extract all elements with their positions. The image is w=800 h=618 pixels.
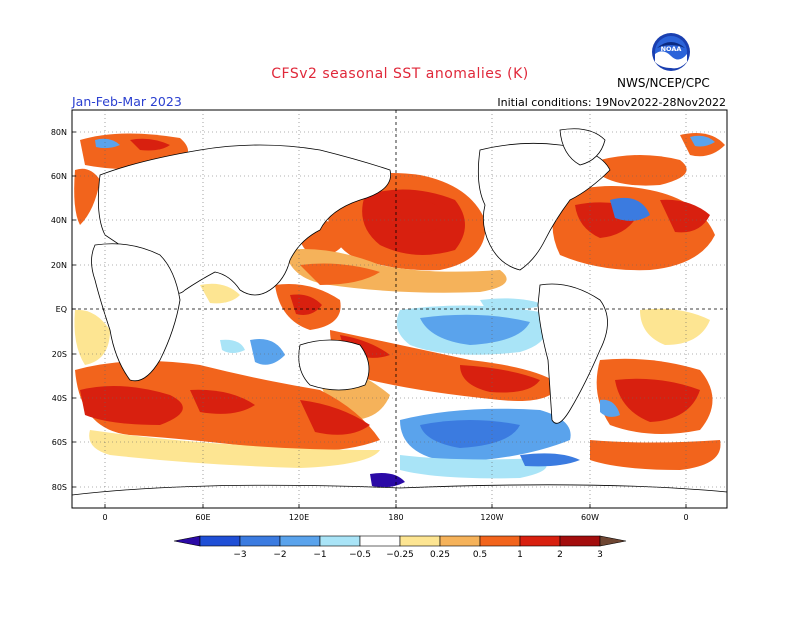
map-title: CFSv2 seasonal SST anomalies (K) xyxy=(271,66,529,82)
lon-label: 60W xyxy=(581,513,599,522)
colorbar-box xyxy=(239,535,281,547)
initial-conditions: Initial conditions: 19Nov2022-28Nov2022 xyxy=(497,96,726,109)
lat-label: 80N xyxy=(51,128,67,137)
colorbar-box xyxy=(479,535,521,547)
lat-label: 20S xyxy=(52,350,67,359)
colorbar-box xyxy=(199,535,241,547)
agency-label: NWS/NCEP/CPC xyxy=(617,76,710,90)
colorbar-label: 1 xyxy=(517,550,523,560)
noaa-logo: NOAA xyxy=(652,33,690,71)
lon-label: 0 xyxy=(683,513,688,522)
colorbar-label: 0.25 xyxy=(430,550,450,560)
lon-label: 0 xyxy=(102,513,107,522)
forecast-period: Jan-Feb-Mar 2023 xyxy=(72,94,182,109)
lat-label: EQ xyxy=(56,305,67,314)
colorbar-label: −1 xyxy=(313,550,326,560)
colorbar-box xyxy=(519,535,561,547)
noaa-logo-text: NOAA xyxy=(661,45,682,53)
longitude-labels: 0 60E 120E 180 120W 60W 0 xyxy=(102,504,689,522)
lat-label: 20N xyxy=(51,261,67,270)
colorbar: −3 −2 −1 −0.5 −0.25 0.25 0.5 1 2 3 xyxy=(173,535,627,560)
colorbar-label: 0.5 xyxy=(473,550,487,560)
lon-label: 120E xyxy=(289,513,309,522)
lat-label: 60S xyxy=(52,438,67,447)
colorbar-label: −0.5 xyxy=(349,550,371,560)
lat-label: 60N xyxy=(51,172,67,181)
colorbar-max-arrow xyxy=(599,535,627,547)
colorbar-box xyxy=(399,535,441,547)
colorbar-label: −0.25 xyxy=(386,550,414,560)
colorbar-box xyxy=(319,535,361,547)
colorbar-min-arrow xyxy=(173,535,201,547)
colorbar-box xyxy=(359,535,401,547)
colorbar-box xyxy=(439,535,481,547)
latitude-labels: 80N 60N 40N 20N EQ 20S 40S 60S 80S xyxy=(51,128,76,492)
colorbar-label: 2 xyxy=(557,550,563,560)
lat-label: 40S xyxy=(52,394,67,403)
colorbar-box xyxy=(279,535,321,547)
colorbar-label: −2 xyxy=(273,550,286,560)
colorbar-label: 3 xyxy=(597,550,603,560)
colorbar-box xyxy=(559,535,601,547)
lon-label: 60E xyxy=(195,513,210,522)
colorbar-label: −3 xyxy=(233,550,246,560)
lat-label: 80S xyxy=(52,483,67,492)
lat-label: 40N xyxy=(51,216,67,225)
anomaly-field xyxy=(72,128,727,508)
lon-label: 180 xyxy=(388,513,403,522)
lon-label: 120W xyxy=(480,513,503,522)
